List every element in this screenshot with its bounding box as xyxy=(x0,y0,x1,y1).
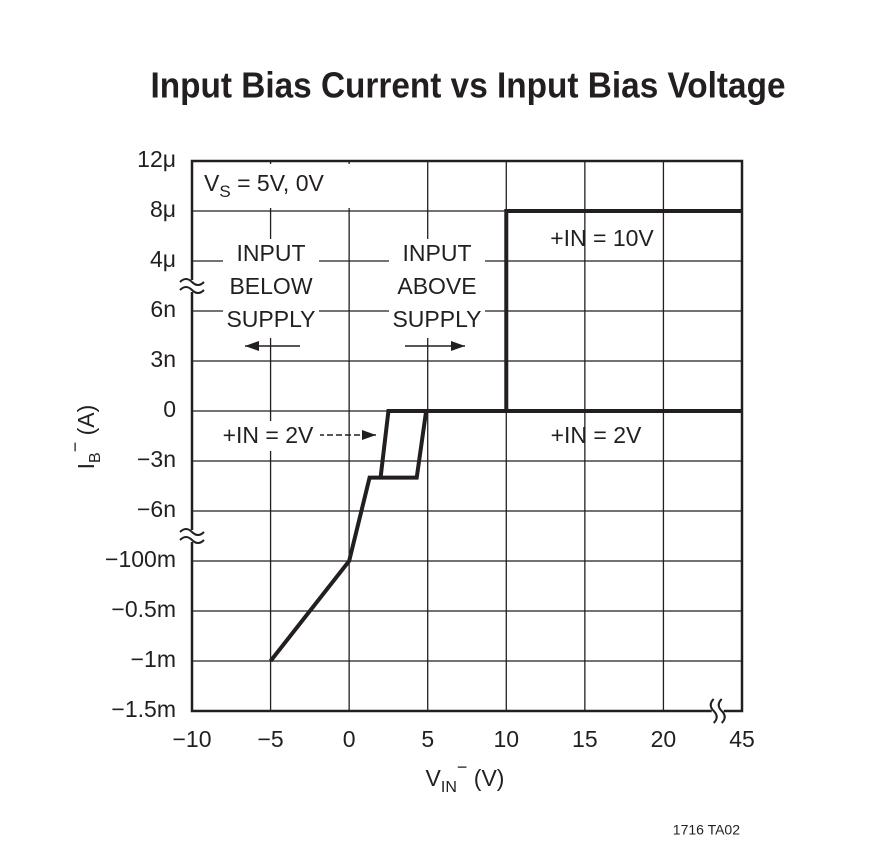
axis-label-part: IN xyxy=(441,779,457,796)
x-tick-label: 10 xyxy=(493,726,519,752)
arrow-head xyxy=(451,341,465,351)
annotation-bg xyxy=(195,164,350,208)
y-tick-label: −0.5m xyxy=(111,596,176,622)
y-tick-label: 3n xyxy=(150,346,176,372)
axis-label-part: I xyxy=(73,463,99,469)
annotation-part: = 5V, 0V xyxy=(231,170,325,196)
axis-label: IB− (A) xyxy=(65,405,104,470)
axis-break xyxy=(179,286,205,294)
arrow-head xyxy=(362,430,376,440)
x-tick-label: −10 xyxy=(172,726,211,752)
y-tick-label: 4μ xyxy=(150,246,176,272)
annotation: BELOW xyxy=(229,273,312,299)
axis-break xyxy=(180,280,204,292)
y-tick-label: 8μ xyxy=(150,196,176,222)
axis-label-part: B xyxy=(87,452,104,463)
x-tick-label: −5 xyxy=(257,726,283,752)
annotation-part: S xyxy=(219,182,230,201)
series-label: +IN = 2V xyxy=(551,422,642,448)
axis-break xyxy=(179,536,205,544)
x-tick-label: 0 xyxy=(343,726,356,752)
axis-label-part: (A) xyxy=(73,405,99,442)
annotation: ABOVE xyxy=(397,273,476,299)
legend-bg xyxy=(210,421,320,451)
axis-break xyxy=(180,530,204,542)
annotation: SUPPLY xyxy=(392,306,481,332)
axis-break xyxy=(179,278,205,286)
data-line xyxy=(268,409,742,663)
chart-title: Input Bias Current vs Input Bias Voltage xyxy=(151,65,786,106)
axis-break xyxy=(709,698,718,724)
y-tick-label: 0 xyxy=(163,396,176,422)
y-tick-label: 12μ xyxy=(137,146,176,172)
annotation-bg xyxy=(223,239,319,338)
x-tick-label: 15 xyxy=(572,726,598,752)
y-tick-label: −3n xyxy=(137,446,176,472)
y-tick-label: −6n xyxy=(137,496,176,522)
plot-frame xyxy=(190,159,744,713)
annotation: INPUT xyxy=(237,240,306,266)
annotation-part: V xyxy=(204,170,220,196)
y-tick-label: −1m xyxy=(131,646,176,672)
annotation: SUPPLY xyxy=(226,306,315,332)
data-line xyxy=(504,209,742,411)
footnote: 1716 TA02 xyxy=(673,822,740,838)
series-label: +IN = 2V xyxy=(223,422,314,448)
axis-break xyxy=(717,698,726,724)
annotation: VS = 5V, 0V xyxy=(204,170,324,201)
arrow-head xyxy=(245,341,259,351)
axis-label-part: V xyxy=(426,765,442,791)
x-tick-label: 20 xyxy=(651,726,677,752)
axis-break xyxy=(179,528,205,536)
annotation: INPUT xyxy=(403,240,472,266)
axis-break xyxy=(711,699,724,723)
y-tick-label: 6n xyxy=(150,296,176,322)
annotation-bg xyxy=(389,239,485,338)
series-label: +IN = 10V xyxy=(550,225,654,251)
y-tick-label: −1.5m xyxy=(111,696,176,722)
x-tick-label: 45 xyxy=(729,726,755,752)
axis-label-part: (V) xyxy=(467,765,504,791)
x-tick-label: 5 xyxy=(421,726,434,752)
y-tick-label: −100m xyxy=(105,546,176,572)
axis-label-part: − xyxy=(65,442,85,453)
axis-label-part: − xyxy=(457,757,468,777)
axis-label: VIN− (V) xyxy=(426,757,505,796)
